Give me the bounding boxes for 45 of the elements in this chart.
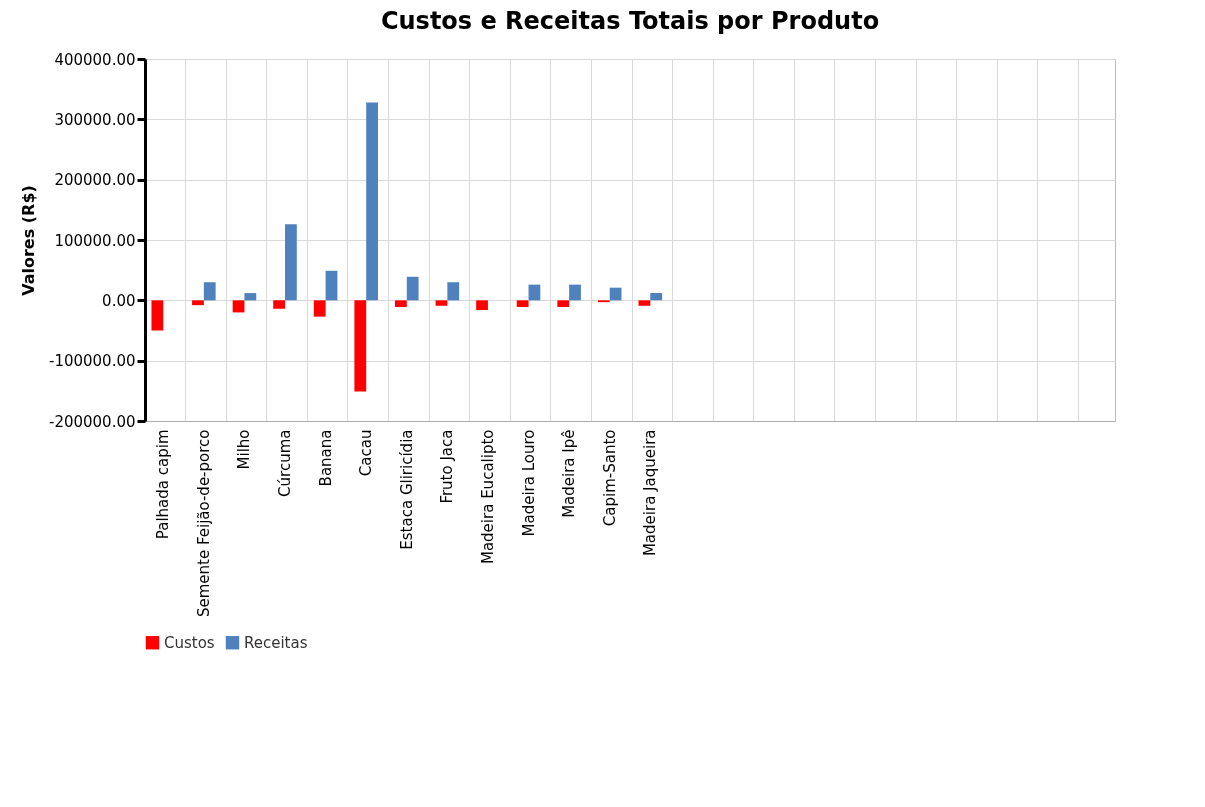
y-tick-label: 100000.00 — [54, 231, 136, 250]
bar — [366, 102, 378, 301]
chart-title: Custos e Receitas Totais por Produto — [380, 7, 880, 35]
x-tick-label: Madeira Jaqueira — [641, 429, 660, 557]
x-tick-label: Banana — [316, 429, 335, 487]
x-tick-label: Capim-Santo — [600, 429, 619, 527]
bar — [273, 300, 286, 309]
x-tick-label: Madeira Louro — [519, 429, 538, 537]
y-tick-label: -100000.00 — [48, 352, 136, 371]
x-tick-label: Fruto Jaca — [438, 429, 457, 504]
x-tick-label: Cúrcuma — [276, 429, 295, 497]
y-tick-label: 400000.00 — [54, 50, 136, 69]
x-tick-label: Palhada capim — [154, 429, 173, 540]
x-tick-label: Semente Feijão-de-porco — [194, 429, 213, 618]
x-tick-label: Madeira Eucalipto — [478, 429, 497, 565]
bar — [569, 284, 581, 301]
x-tick-label: Estaca Gliricídia — [397, 429, 416, 550]
bar — [232, 300, 245, 313]
bar — [313, 300, 326, 317]
bar — [285, 224, 297, 301]
bar — [447, 282, 460, 301]
bar — [151, 300, 164, 331]
bar — [557, 300, 570, 307]
bar — [638, 300, 651, 306]
bar — [395, 300, 407, 307]
x-tick-label: Madeira Ipê — [560, 429, 579, 518]
y-axis-title: Valores (R$) — [18, 185, 38, 296]
y-tick-label: -200000.00 — [48, 412, 136, 431]
y-tick-label: 0.00 — [102, 291, 136, 310]
x-tick-label: Cacau — [357, 429, 376, 477]
bar — [435, 300, 448, 306]
bar — [203, 282, 216, 301]
bar — [650, 293, 663, 301]
y-tick-label: 300000.00 — [54, 110, 136, 129]
x-tick-label: Milho — [235, 429, 254, 470]
bar — [516, 300, 529, 307]
bar — [325, 270, 338, 301]
legend-label: Custos — [164, 633, 215, 652]
bar — [192, 300, 204, 306]
bar — [406, 276, 419, 301]
bar — [354, 300, 367, 392]
legend-label: Receitas — [244, 633, 308, 652]
bar — [476, 300, 488, 310]
y-tick-label: 200000.00 — [54, 171, 136, 190]
bar — [244, 293, 257, 301]
